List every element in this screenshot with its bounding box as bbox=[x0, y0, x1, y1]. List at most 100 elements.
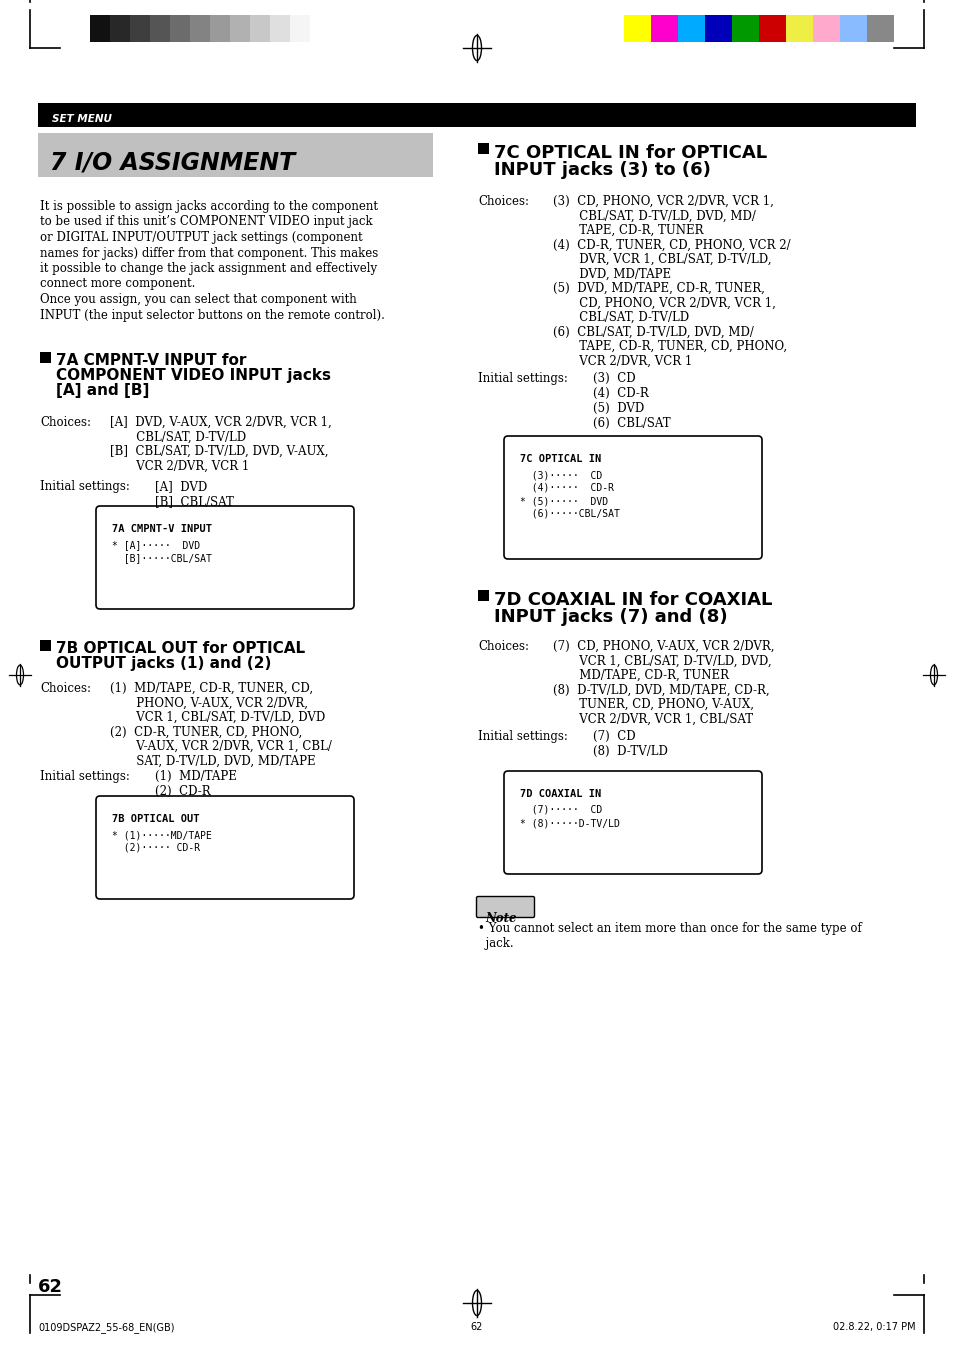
Bar bbox=[170, 15, 190, 42]
Text: Choices:: Choices: bbox=[40, 416, 91, 430]
Bar bbox=[704, 15, 731, 42]
Text: CBL/SAT, D-TV/LD: CBL/SAT, D-TV/LD bbox=[553, 311, 688, 324]
Text: (6)·····CBL/SAT: (6)·····CBL/SAT bbox=[519, 509, 619, 519]
Text: it possible to change the jack assignment and effectively: it possible to change the jack assignmen… bbox=[40, 262, 376, 276]
Text: (8)  D-TV/LD, DVD, MD/TAPE, CD-R,: (8) D-TV/LD, DVD, MD/TAPE, CD-R, bbox=[553, 684, 769, 697]
Text: VCR 2/DVR, VCR 1: VCR 2/DVR, VCR 1 bbox=[110, 459, 249, 473]
Text: * [A]·····  DVD: * [A]····· DVD bbox=[112, 540, 200, 550]
Text: VCR 2/DVR, VCR 1: VCR 2/DVR, VCR 1 bbox=[553, 354, 692, 367]
Text: CBL/SAT, D-TV/LD: CBL/SAT, D-TV/LD bbox=[110, 431, 246, 443]
FancyBboxPatch shape bbox=[503, 436, 761, 559]
Text: (7)  CD, PHONO, V-AUX, VCR 2/DVR,: (7) CD, PHONO, V-AUX, VCR 2/DVR, bbox=[553, 640, 774, 653]
Ellipse shape bbox=[472, 35, 481, 61]
Text: PHONO, V-AUX, VCR 2/DVR,: PHONO, V-AUX, VCR 2/DVR, bbox=[110, 697, 308, 709]
Text: Choices:: Choices: bbox=[477, 640, 529, 653]
Text: VCR 2/DVR, VCR 1, CBL/SAT: VCR 2/DVR, VCR 1, CBL/SAT bbox=[553, 712, 752, 725]
Text: VCR 1, CBL/SAT, D-TV/LD, DVD,: VCR 1, CBL/SAT, D-TV/LD, DVD, bbox=[553, 654, 771, 667]
Text: 62: 62 bbox=[38, 1278, 63, 1296]
Bar bbox=[477, 590, 489, 601]
Text: [A]  DVD, V-AUX, VCR 2/DVR, VCR 1,: [A] DVD, V-AUX, VCR 2/DVR, VCR 1, bbox=[110, 416, 332, 430]
Bar bbox=[190, 15, 210, 42]
Bar bbox=[38, 103, 915, 127]
Text: 0109DSPAZ2_55-68_EN(GB): 0109DSPAZ2_55-68_EN(GB) bbox=[38, 1323, 174, 1333]
Text: V-AUX, VCR 2/DVR, VCR 1, CBL/: V-AUX, VCR 2/DVR, VCR 1, CBL/ bbox=[110, 740, 332, 753]
Text: TAPE, CD-R, TUNER, CD, PHONO,: TAPE, CD-R, TUNER, CD, PHONO, bbox=[553, 340, 786, 353]
Text: (2)····· CD-R: (2)····· CD-R bbox=[112, 843, 200, 852]
FancyBboxPatch shape bbox=[476, 897, 534, 917]
Text: * (1)·····MD/TAPE: * (1)·····MD/TAPE bbox=[112, 830, 212, 840]
Text: (5)  DVD, MD/TAPE, CD-R, TUNER,: (5) DVD, MD/TAPE, CD-R, TUNER, bbox=[553, 282, 764, 295]
Text: VCR 1, CBL/SAT, D-TV/LD, DVD: VCR 1, CBL/SAT, D-TV/LD, DVD bbox=[110, 711, 325, 724]
Bar bbox=[759, 15, 785, 42]
Text: (1)  MD/TAPE: (1) MD/TAPE bbox=[154, 770, 236, 784]
Text: Once you assign, you can select that component with: Once you assign, you can select that com… bbox=[40, 293, 356, 305]
Ellipse shape bbox=[472, 1290, 481, 1316]
Text: It is possible to assign jacks according to the component: It is possible to assign jacks according… bbox=[40, 200, 377, 213]
Text: • You cannot select an item more than once for the same type of: • You cannot select an item more than on… bbox=[477, 921, 861, 935]
Text: DVD, MD/TAPE: DVD, MD/TAPE bbox=[553, 267, 670, 281]
Text: Initial settings:: Initial settings: bbox=[40, 480, 130, 493]
Text: CBL/SAT, D-TV/LD, DVD, MD/: CBL/SAT, D-TV/LD, DVD, MD/ bbox=[553, 209, 755, 223]
Text: [A] and [B]: [A] and [B] bbox=[56, 382, 150, 399]
Text: OUTPUT jacks (1) and (2): OUTPUT jacks (1) and (2) bbox=[56, 657, 271, 671]
Text: (4)  CD-R, TUNER, CD, PHONO, VCR 2/: (4) CD-R, TUNER, CD, PHONO, VCR 2/ bbox=[553, 239, 790, 251]
Text: Initial settings:: Initial settings: bbox=[477, 372, 567, 385]
Bar bbox=[785, 15, 812, 42]
Bar bbox=[731, 15, 759, 42]
Text: COMPONENT VIDEO INPUT jacks: COMPONENT VIDEO INPUT jacks bbox=[56, 367, 331, 382]
Text: INPUT jacks (7) and (8): INPUT jacks (7) and (8) bbox=[494, 608, 727, 626]
Text: 7C OPTICAL IN: 7C OPTICAL IN bbox=[519, 454, 600, 463]
Bar bbox=[210, 15, 230, 42]
Text: 7D COAXIAL IN: 7D COAXIAL IN bbox=[519, 789, 600, 798]
Text: (4)  CD-R: (4) CD-R bbox=[593, 386, 648, 400]
Text: names for jacks) differ from that component. This makes: names for jacks) differ from that compon… bbox=[40, 246, 377, 259]
Text: 7B OPTICAL OUT: 7B OPTICAL OUT bbox=[112, 815, 199, 824]
Text: jack.: jack. bbox=[477, 938, 513, 950]
Text: [B]·····CBL/SAT: [B]·····CBL/SAT bbox=[112, 553, 212, 563]
Text: [A]  DVD: [A] DVD bbox=[154, 480, 207, 493]
Text: 62: 62 bbox=[471, 1323, 482, 1332]
Text: (2)  CD-R, TUNER, CD, PHONO,: (2) CD-R, TUNER, CD, PHONO, bbox=[110, 725, 302, 739]
Text: (6)  CBL/SAT, D-TV/LD, DVD, MD/: (6) CBL/SAT, D-TV/LD, DVD, MD/ bbox=[553, 326, 753, 339]
Text: (8)  D-TV/LD: (8) D-TV/LD bbox=[593, 744, 667, 758]
Text: * (5)·····  DVD: * (5)····· DVD bbox=[519, 496, 607, 507]
Text: INPUT (the input selector buttons on the remote control).: INPUT (the input selector buttons on the… bbox=[40, 308, 384, 322]
Text: (6)  CBL/SAT: (6) CBL/SAT bbox=[593, 417, 670, 430]
Text: 7A CMPNT-V INPUT for: 7A CMPNT-V INPUT for bbox=[56, 353, 246, 367]
Bar bbox=[40, 353, 51, 363]
Bar bbox=[150, 15, 170, 42]
Text: (2)  CD-R: (2) CD-R bbox=[154, 785, 211, 798]
Text: MD/TAPE, CD-R, TUNER: MD/TAPE, CD-R, TUNER bbox=[553, 669, 728, 682]
Text: Choices:: Choices: bbox=[40, 682, 91, 694]
Text: 7A CMPNT-V INPUT: 7A CMPNT-V INPUT bbox=[112, 524, 212, 534]
Text: * (8)·····D-TV/LD: * (8)·····D-TV/LD bbox=[519, 817, 619, 828]
Text: (5)  DVD: (5) DVD bbox=[593, 403, 643, 415]
Bar bbox=[650, 15, 678, 42]
Ellipse shape bbox=[16, 665, 24, 685]
Text: (7)·····  CD: (7)····· CD bbox=[519, 805, 601, 815]
FancyBboxPatch shape bbox=[503, 771, 761, 874]
Text: (3)  CD: (3) CD bbox=[593, 372, 635, 385]
Text: (1)  MD/TAPE, CD-R, TUNER, CD,: (1) MD/TAPE, CD-R, TUNER, CD, bbox=[110, 682, 313, 694]
Bar bbox=[840, 15, 866, 42]
Text: Initial settings:: Initial settings: bbox=[40, 770, 130, 784]
Text: 7D COAXIAL IN for COAXIAL: 7D COAXIAL IN for COAXIAL bbox=[494, 590, 772, 609]
Text: 7B OPTICAL OUT for OPTICAL: 7B OPTICAL OUT for OPTICAL bbox=[56, 640, 305, 657]
Ellipse shape bbox=[929, 665, 937, 685]
Text: (4)·····  CD-R: (4)····· CD-R bbox=[519, 484, 614, 493]
Bar bbox=[866, 15, 893, 42]
FancyBboxPatch shape bbox=[96, 507, 354, 609]
Text: TUNER, CD, PHONO, V-AUX,: TUNER, CD, PHONO, V-AUX, bbox=[553, 698, 753, 711]
Text: connect more component.: connect more component. bbox=[40, 277, 195, 290]
Bar bbox=[250, 15, 270, 42]
Bar bbox=[678, 15, 704, 42]
Text: Note: Note bbox=[484, 912, 516, 925]
Text: [B]  CBL/SAT: [B] CBL/SAT bbox=[154, 494, 233, 508]
FancyBboxPatch shape bbox=[96, 796, 354, 898]
Bar bbox=[290, 15, 310, 42]
Text: 02.8.22, 0:17 PM: 02.8.22, 0:17 PM bbox=[833, 1323, 915, 1332]
Text: Choices:: Choices: bbox=[477, 195, 529, 208]
Text: 7C OPTICAL IN for OPTICAL: 7C OPTICAL IN for OPTICAL bbox=[494, 145, 766, 162]
Text: SET MENU: SET MENU bbox=[52, 113, 112, 124]
Text: or DIGITAL INPUT/OUTPUT jack settings (component: or DIGITAL INPUT/OUTPUT jack settings (c… bbox=[40, 231, 362, 245]
